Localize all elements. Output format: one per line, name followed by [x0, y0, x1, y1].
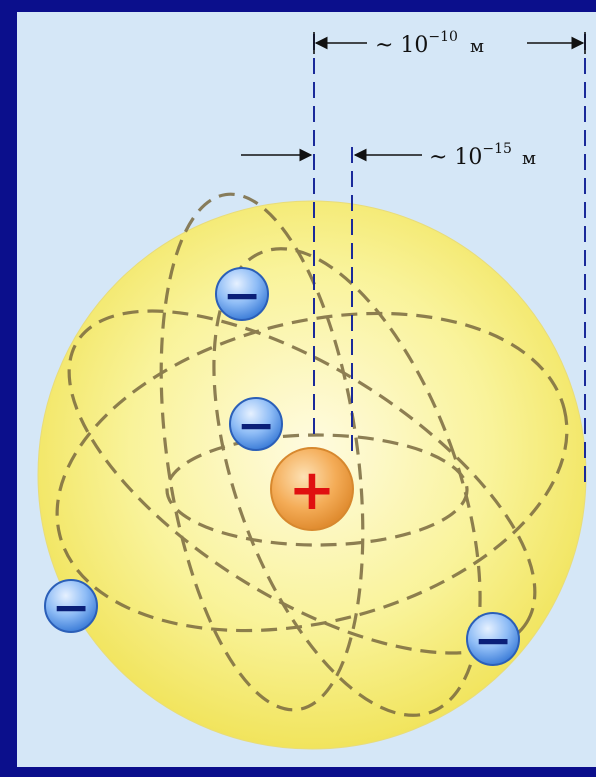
- diagram-panel: ~ 10−10 м ~ 10−15 м + − − − −: [17, 12, 596, 767]
- electron-sign: −: [237, 398, 276, 452]
- orbit-vertical-right: [212, 247, 482, 717]
- orbit-inner: [165, 433, 469, 547]
- atom-diagram: ~ 10−10 м ~ 10−15 м + − − − −: [37, 29, 587, 750]
- atom-size-prefix: ~ 10: [375, 33, 428, 58]
- nucleus-size-exponent: −15: [482, 141, 512, 157]
- nucleus: +: [270, 447, 354, 531]
- electron-orbits: [55, 192, 569, 717]
- orbit-vertical-left: [159, 192, 365, 712]
- electron-right: −: [466, 612, 520, 667]
- orbit-wide-tilted: [55, 311, 569, 633]
- electron-sign: −: [52, 580, 91, 634]
- atom-size-unit: м: [470, 36, 484, 57]
- nucleus-size-prefix: ~ 10: [429, 145, 482, 170]
- orbit-diagonal: [67, 309, 537, 655]
- electron-top: −: [215, 267, 269, 322]
- electron-left: −: [44, 579, 98, 634]
- atom-size-label: ~ 10−10 м: [375, 29, 484, 58]
- nucleus-size-label: ~ 10−15 м: [429, 141, 536, 170]
- nucleus-sign: +: [289, 458, 336, 523]
- atom-size-dimension: [313, 32, 586, 54]
- atom-size-exponent: −10: [428, 29, 458, 45]
- guide-lines: [313, 34, 586, 482]
- electron-sign: −: [223, 268, 262, 322]
- electron-sign: −: [474, 613, 513, 667]
- nucleus-size-unit: м: [522, 148, 536, 169]
- electron-upper-middle: −: [229, 397, 283, 452]
